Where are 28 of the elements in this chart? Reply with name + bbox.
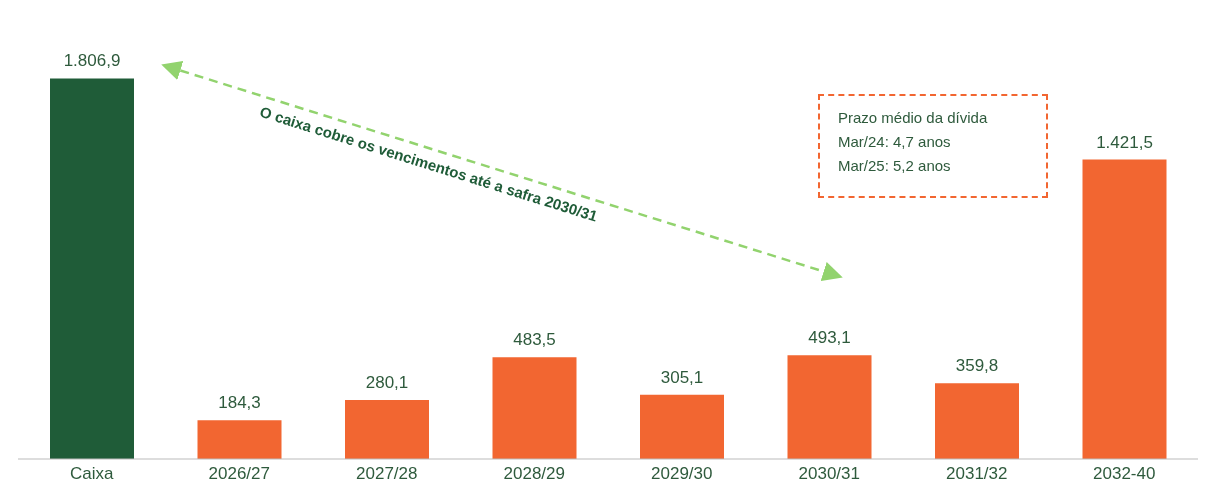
data-label: 1.421,5: [1096, 132, 1153, 152]
x-tick-label: 2027/28: [356, 464, 418, 484]
bar: [492, 357, 577, 459]
x-tick-label: 2028/29: [503, 464, 565, 484]
data-label: 184,3: [218, 393, 261, 413]
annotation: Prazo médio da dívida: [838, 108, 989, 128]
data-label: 305,1: [660, 367, 704, 387]
bar: [197, 420, 282, 459]
x-tick-label: 2026/27: [208, 464, 270, 484]
x-tick-label: 2032-40: [1093, 464, 1156, 484]
x-tick-label: Caixa: [70, 464, 115, 484]
bar: [1082, 159, 1167, 459]
dashed-frame: Prazo médio da dívida Mar/24: 4,7 anos Mar/25: 5,2 anos: [818, 94, 1048, 198]
x-tick-label: 2029/30: [651, 464, 713, 484]
data-label: 359,8: [955, 356, 999, 376]
bar: [935, 383, 1019, 459]
data-label: 493,1: [808, 328, 851, 348]
x-tick-label: 2031/32: [946, 464, 1008, 484]
data-label: 280,1: [365, 373, 409, 393]
bar: [787, 355, 872, 459]
bar: [640, 394, 724, 459]
bar: [50, 78, 134, 459]
annotation: Mar/25: 5,2 anos: [838, 156, 952, 176]
x-tick-label: 2030/31: [798, 464, 860, 484]
annotation: Mar/24: 4,7 anos: [838, 132, 952, 152]
data-label: 483,5: [513, 330, 556, 350]
bar: [345, 400, 429, 459]
data-label: 1.806,9: [63, 51, 121, 71]
